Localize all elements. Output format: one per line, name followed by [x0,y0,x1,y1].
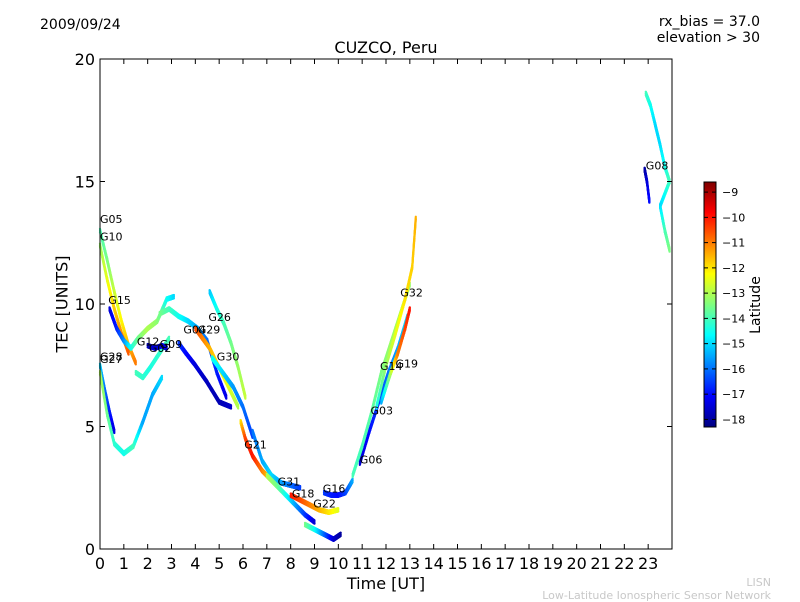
chart-title: CUZCO, Peru [334,38,438,57]
tec-point [134,363,137,366]
tec-point [127,353,130,356]
tec-point [134,360,137,363]
tec-point [134,361,137,364]
tec-point [172,297,175,300]
x-axis-label: Time [UT] [346,574,426,593]
tec-point [160,378,164,381]
date-label: 2009/09/24 [40,17,121,33]
data-marks [98,90,671,542]
rx-bias-label: rx_bias = 37.0 [658,14,760,30]
tec-point [113,431,116,435]
org-long-credit: Low-Latitude Ionospheric Sensor Network [542,589,771,602]
org-short-credit: LISN [746,576,771,589]
elevation-label: elevation > 30 [656,30,760,46]
